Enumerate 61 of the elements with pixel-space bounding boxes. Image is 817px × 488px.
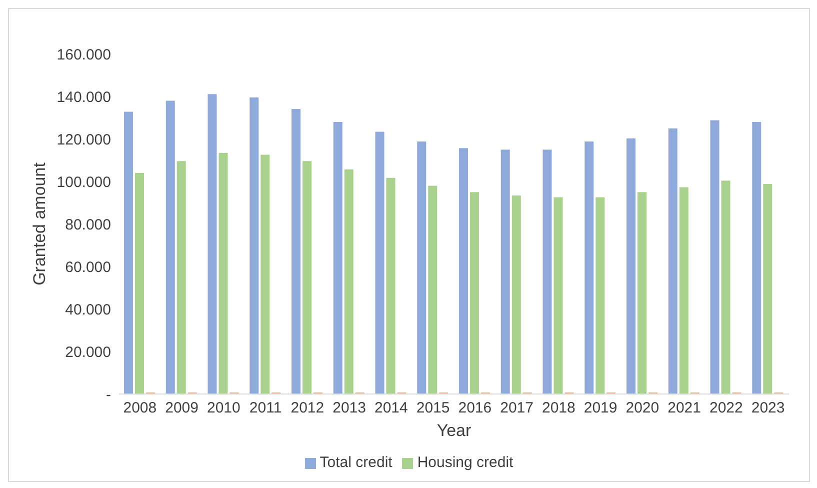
y-tick-label: 160.000 (56, 46, 111, 64)
bar (386, 178, 396, 394)
bar (554, 197, 563, 394)
bar (638, 192, 646, 394)
bar (135, 173, 144, 394)
bar (166, 100, 175, 394)
bar (721, 180, 730, 394)
y-tick-label: 80.000 (65, 216, 111, 234)
x-tick-label: 2016 (458, 400, 492, 417)
bar (459, 148, 468, 394)
x-axis-title: Year (436, 421, 472, 440)
legend-label: Total credit (320, 454, 392, 471)
bar (302, 161, 312, 394)
bar (752, 122, 762, 394)
bar (626, 138, 636, 394)
bar (218, 153, 228, 394)
bar (710, 120, 720, 394)
x-tick-label: 2017 (500, 400, 534, 417)
bar (250, 97, 259, 394)
bar (584, 142, 594, 394)
x-tick-label: 2008 (123, 400, 157, 417)
y-tick-label: 20.000 (65, 344, 111, 361)
bar (763, 184, 772, 394)
bar (470, 192, 479, 394)
legend-label: Housing credit (417, 454, 514, 471)
x-tick-label: 2011 (249, 400, 282, 417)
y-tick-label: 140.000 (56, 88, 111, 106)
y-tick-label: 120.000 (56, 131, 111, 148)
y-axis-title: Granted amount (30, 162, 50, 286)
bar (512, 196, 521, 394)
y-tick-label: 40.000 (65, 301, 111, 318)
x-tick-label: 2021 (668, 400, 701, 417)
bar (292, 109, 300, 394)
x-tick-label: 2020 (626, 400, 660, 417)
y-tick-label: 60.000 (65, 258, 111, 276)
x-tick-label: 2015 (416, 400, 450, 417)
y-tick-label: 100.000 (56, 174, 111, 191)
bar (668, 128, 678, 394)
bar (375, 132, 384, 394)
bar (124, 112, 133, 394)
x-tick-label: 2014 (374, 400, 408, 417)
x-tick-label: 2018 (542, 400, 576, 417)
bar (333, 122, 342, 394)
bar (596, 197, 605, 394)
bar (542, 150, 552, 394)
x-tick-label: 2010 (207, 400, 240, 417)
y-tick-label: - (106, 386, 111, 404)
x-tick-label: 2009 (165, 400, 198, 417)
bar (417, 142, 426, 394)
x-tick-label: 2023 (751, 400, 785, 417)
x-tick-label: 2022 (710, 400, 743, 417)
bar (500, 150, 510, 394)
bar (344, 169, 354, 394)
x-tick-label: 2019 (584, 400, 618, 417)
bar (208, 94, 217, 394)
x-tick-label: 2012 (290, 400, 324, 417)
bar (428, 186, 438, 394)
bar (679, 187, 688, 394)
bar (260, 154, 270, 394)
x-tick-label: 2013 (332, 400, 366, 417)
bar (176, 161, 186, 394)
